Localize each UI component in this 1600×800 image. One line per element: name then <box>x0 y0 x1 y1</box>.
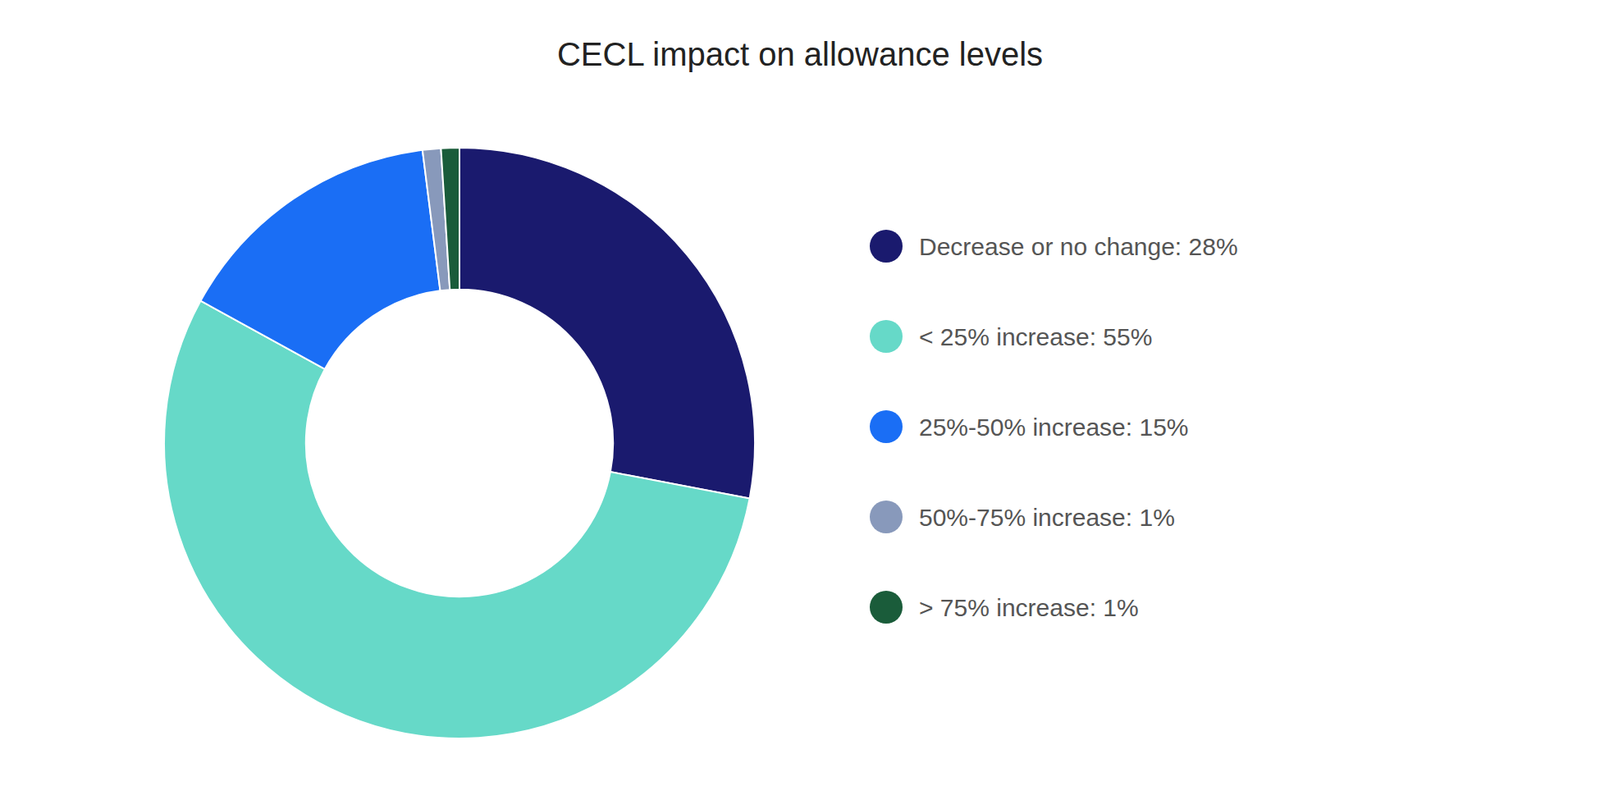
title: CECL impact on allowance levels <box>557 36 1043 73</box>
donut <box>164 147 755 739</box>
legend-swatch <box>869 410 903 444</box>
legend-swatch <box>869 590 903 624</box>
slice <box>459 147 755 499</box>
legend-swatch <box>869 500 903 534</box>
legend-label: 50%-75% increase: 1% <box>918 503 1175 531</box>
legend-label: < 25% increase: 55% <box>918 323 1152 351</box>
legend-swatch <box>869 320 903 353</box>
slice <box>164 301 750 739</box>
legend: Decrease or no change: 28% < 25% increase… <box>869 229 1239 624</box>
legend-label: 25%-50% increase: 15% <box>918 413 1189 441</box>
chart: CECL impact on allowance levels Decrease … <box>0 0 1600 800</box>
legend-label: > 75% increase: 1% <box>918 594 1139 622</box>
slice <box>201 150 441 370</box>
legend-label: Decrease or no change: 28% <box>918 233 1239 261</box>
chart-container: CECL impact on allowance levels Decrease … <box>0 0 1600 800</box>
slice <box>440 147 460 290</box>
legend-swatch <box>869 229 903 263</box>
